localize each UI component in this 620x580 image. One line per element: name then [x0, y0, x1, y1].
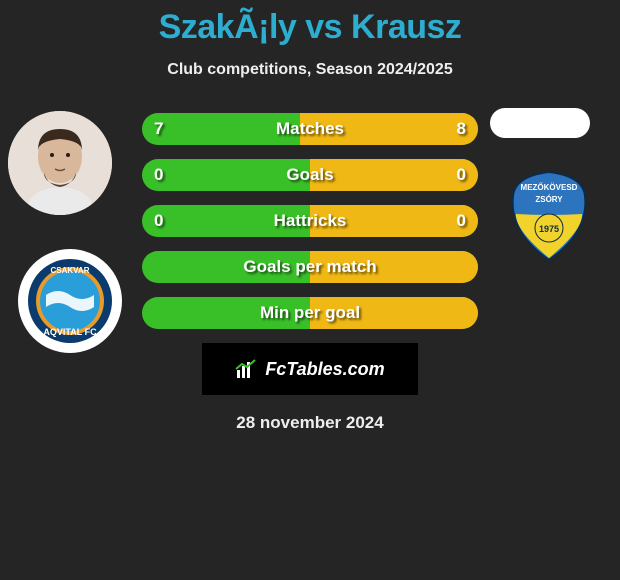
club-left-crest: CSAKVAR AQVITAL FC — [18, 249, 122, 353]
stat-bar: Goals per match — [142, 251, 478, 283]
stat-bar: 00Goals — [142, 159, 478, 191]
crest-mezokovesd-icon: 1975 MEZŐKÖVESD ZSÓRY — [499, 166, 599, 266]
brand-badge: FcTables.com — [202, 343, 418, 395]
bar-fill-right — [310, 297, 478, 329]
svg-text:MEZŐKÖVESD: MEZŐKÖVESD — [521, 183, 578, 192]
club-right-crest: 1975 MEZŐKÖVESD ZSÓRY — [498, 165, 600, 267]
chart-icon — [235, 358, 257, 380]
bar-fill-right — [310, 159, 478, 191]
brand-text: FcTables.com — [265, 359, 384, 380]
svg-text:1975: 1975 — [539, 224, 559, 234]
player-left-avatar — [8, 111, 112, 215]
svg-text:ZSÓRY: ZSÓRY — [535, 195, 563, 204]
bar-fill-right — [310, 251, 478, 283]
page-subtitle: Club competitions, Season 2024/2025 — [167, 61, 452, 79]
page-title: SzakÃ¡ly vs Krausz — [159, 8, 462, 47]
svg-text:AQVITAL FC: AQVITAL FC — [43, 327, 97, 337]
bar-fill-right — [310, 205, 478, 237]
comparison-panel: CSAKVAR AQVITAL FC 1975 MEZŐKÖVESD ZSÓRY… — [0, 113, 620, 433]
stat-bar: 00Hattricks — [142, 205, 478, 237]
player-right-avatar — [490, 108, 590, 138]
crest-aqvital-icon: CSAKVAR AQVITAL FC — [20, 251, 120, 351]
stat-bar: 78Matches — [142, 113, 478, 145]
player-face-icon — [8, 111, 112, 215]
svg-text:CSAKVAR: CSAKVAR — [51, 266, 90, 275]
stat-bar: Min per goal — [142, 297, 478, 329]
bar-fill-right — [300, 113, 478, 145]
date-text: 28 november 2024 — [236, 413, 383, 433]
